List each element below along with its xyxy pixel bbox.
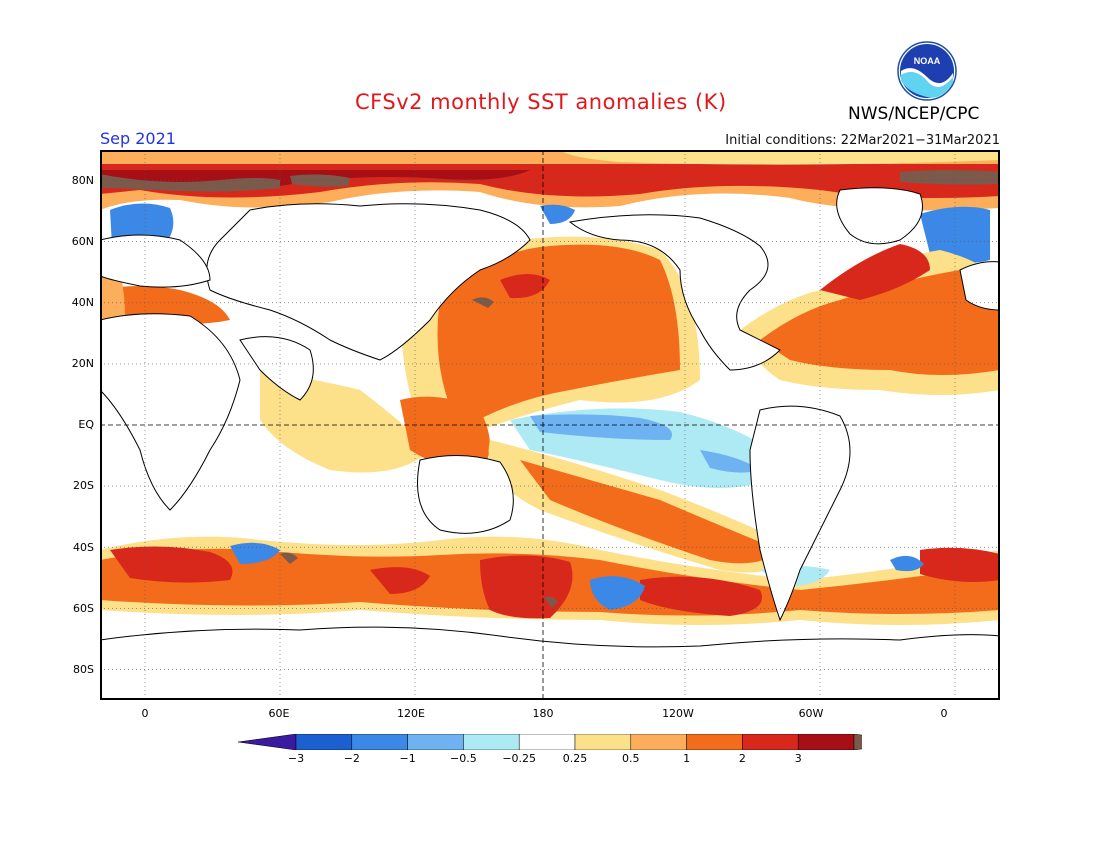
lat-tick-60s: 60S (73, 602, 94, 615)
colorbar-tick-label: −1 (399, 752, 416, 765)
colorbar-tick-label: −2 (343, 752, 360, 765)
anomaly-south-red (480, 555, 573, 619)
land-north-america (568, 214, 781, 371)
land-south-america (749, 405, 851, 622)
land-arabia-india (239, 336, 314, 401)
lat-tick-80s: 80S (73, 663, 94, 676)
anomaly-arctic-yellow (560, 150, 1000, 165)
agency-label: NWS/NCEP/CPC (848, 104, 980, 124)
anomaly-arctic-brown (100, 174, 280, 192)
colorbar-tick-label: 2 (738, 752, 746, 765)
colorbar-swatch (686, 733, 743, 751)
anomaly-npac-red (500, 274, 550, 299)
lat-tick-80n: 80N (71, 174, 94, 187)
colorbar-tick-label: −0.5 (450, 752, 477, 765)
anomaly-south-blue (590, 576, 645, 610)
anomaly-npac-orange (437, 244, 680, 430)
anomaly-south-red (370, 567, 430, 594)
anomaly-south-red (110, 546, 233, 583)
valid-month: Sep 2021 (100, 129, 176, 148)
colorbar-swatch (295, 733, 353, 751)
anomaly-natl-orange (760, 270, 1000, 375)
anomaly-south-blue (890, 555, 924, 572)
colorbar-swatch (797, 733, 855, 751)
map-svg (100, 150, 1000, 700)
colorbar-tick-label: 3 (794, 752, 802, 765)
anomaly-south-brown (280, 552, 298, 564)
colorbar-swatch (518, 733, 576, 751)
lon-tick-60e: 60E (268, 707, 290, 720)
anomaly-eqpac-blue (700, 450, 760, 473)
anomaly-natl-red (820, 244, 930, 300)
map-frame (100, 150, 1000, 700)
land-antarctica (100, 626, 1000, 700)
land-eurasia (206, 203, 531, 361)
lat-tick-60n: 60N (71, 235, 94, 248)
colorbar-swatch (407, 733, 464, 751)
sst-anomaly-map (100, 150, 1000, 700)
colorbar-svg (237, 733, 913, 751)
chart-title: CFSv2 monthly SST anomalies (K) (355, 90, 727, 114)
lon-tick-60w: 60W (798, 707, 824, 720)
lon-tick-120e: 120E (397, 707, 425, 720)
colorbar-tick-label: 1 (683, 752, 691, 765)
colorbar-swatch (742, 733, 799, 751)
colorbar-tick-label: 0.25 (562, 752, 588, 765)
land-europe (100, 234, 211, 288)
lat-tick-20s: 20S (73, 479, 94, 492)
land-africa (100, 313, 241, 511)
colorbar-extend-high (853, 733, 913, 751)
land-greenland (836, 187, 923, 245)
land-australia (417, 455, 514, 534)
lat-tick-20n: 20N (71, 357, 94, 370)
anomaly-eqpac-blue (530, 414, 672, 440)
colorbar-swatch (463, 733, 520, 751)
lon-tick-0: 0 (141, 707, 149, 720)
lat-tick-eq: EQ (78, 418, 94, 431)
noaa-logo-icon: NOAA (897, 41, 957, 101)
anomaly-npac-brown (472, 297, 494, 308)
anomaly-arctic-brown (900, 170, 1000, 185)
anomaly-south-red (640, 576, 762, 616)
colorbar-swatch (574, 733, 632, 751)
initial-conditions: Initial conditions: 22Mar2021−31Mar2021 (725, 133, 1000, 148)
lat-tick-40s: 40S (73, 541, 94, 554)
colorbar-tick-label: 0.5 (622, 752, 640, 765)
anomaly-maritime-orange (400, 396, 490, 470)
lon-tick-0-east: 0 (940, 707, 948, 720)
lon-tick-180: 180 (532, 707, 554, 720)
lat-tick-40n: 40N (71, 296, 94, 309)
colorbar-swatch (351, 733, 408, 751)
colorbar-tick-label: −0.25 (502, 752, 537, 765)
anomaly-bering-blue (540, 204, 575, 224)
land-eurasia-west (959, 261, 1000, 311)
anomaly-south-red (920, 547, 1000, 582)
colorbar-extend-low (237, 733, 297, 751)
colorbar (237, 733, 913, 754)
anomaly-south-brown (544, 596, 558, 608)
colorbar-tick-label: −3 (287, 752, 305, 765)
lon-tick-120w: 120W (662, 707, 694, 720)
logo-text: NOAA (914, 56, 941, 66)
anomaly-south-blue (230, 542, 280, 564)
colorbar-swatch (630, 733, 687, 751)
